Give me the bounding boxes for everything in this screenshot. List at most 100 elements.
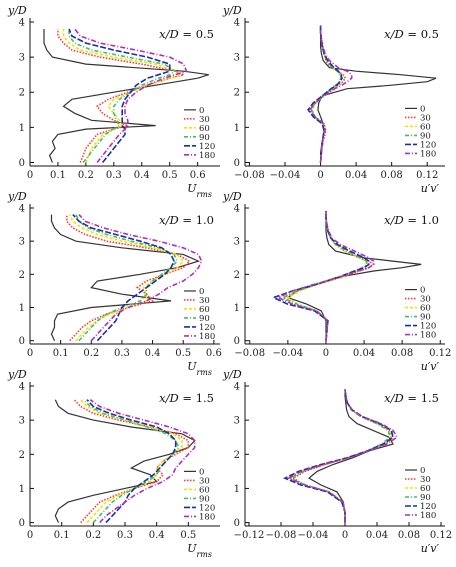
- series-line-0: [43, 29, 209, 163]
- x-tick-label: 0.04: [345, 170, 367, 181]
- chart-urms_05: 0 0.1 0.2 0.3 0.4 0.5 0.6 0 1 2 3 4y/D Urms x/D = 0.5…: [7, 4, 220, 199]
- legend-label: 120: [199, 142, 215, 152]
- series-line-120: [283, 389, 394, 523]
- legend-label: 120: [199, 503, 215, 513]
- legend-label: 60: [420, 122, 431, 132]
- series-line-180: [78, 214, 203, 342]
- panel-annotation: x/D = 1.0: [159, 213, 214, 227]
- y-tick-label: 3: [19, 237, 25, 248]
- legend-label: 30: [199, 476, 210, 486]
- series-line-60: [62, 29, 183, 163]
- panel-annotation: x/D = 1.5: [159, 391, 214, 405]
- legend-label: 30: [199, 115, 210, 125]
- y-tick-label: 0: [234, 518, 240, 529]
- series-line-180: [276, 211, 375, 341]
- y-tick-label: 4: [234, 382, 240, 393]
- legend-label: 180: [199, 151, 215, 161]
- x-tick-label: 0.08: [391, 348, 413, 359]
- series-line-90: [83, 399, 180, 524]
- x-tick-label: 0.6: [206, 348, 222, 359]
- x-tick-label: 0.12: [429, 348, 451, 359]
- series-line-120: [68, 28, 171, 163]
- series-line-120: [271, 211, 370, 341]
- x-tick-label: 0: [317, 170, 323, 181]
- x-tick-label: −0.04: [298, 530, 329, 541]
- legend-label: 60: [420, 304, 431, 314]
- legend-label: 0: [420, 466, 425, 476]
- panel-annotation: x/D = 1.5: [384, 391, 439, 405]
- x-tick-label: 0.3: [114, 348, 130, 359]
- y-tick-label: 3: [19, 416, 25, 427]
- y-tick-label: 1: [19, 484, 25, 495]
- y-tick-label: 3: [234, 416, 240, 427]
- y-tick-label: 2: [19, 88, 25, 99]
- series-line-180: [287, 389, 399, 523]
- series-line-90: [75, 214, 179, 342]
- x-tick-label: 0.5: [162, 170, 178, 181]
- series-line-90: [281, 211, 368, 341]
- x-tick-label: 0.4: [145, 348, 161, 359]
- series-line-60: [80, 399, 183, 524]
- legend-label: 30: [420, 295, 431, 305]
- legend-label: 0: [199, 287, 204, 297]
- series-line-0: [317, 25, 437, 163]
- legend-label: 90: [199, 494, 210, 504]
- series-line-90: [68, 29, 177, 163]
- legend-label: 180: [420, 149, 436, 159]
- legend-label: 120: [420, 322, 436, 332]
- x-axis-label: u′v′: [421, 182, 440, 195]
- legend-label: 120: [199, 323, 215, 333]
- series-line-120: [72, 214, 175, 342]
- y-axis-label: y/D: [222, 368, 242, 381]
- x-tick-label: 0.5: [175, 348, 191, 359]
- y-tick-label: 4: [19, 18, 25, 29]
- x-tick-label: −0.12: [234, 530, 265, 541]
- y-tick-label: 1: [234, 303, 240, 314]
- chart-uv_15: −0.12 −0.08 −0.04 0 0.04 0.08 0.12 0 1 2 3 4y/D u′v′…: [222, 368, 452, 555]
- legend-label: 180: [199, 332, 215, 342]
- x-tick-label: 0: [27, 530, 33, 541]
- series-line-120: [307, 25, 343, 163]
- legend-label: 60: [420, 484, 431, 494]
- legend-label: 30: [199, 296, 210, 306]
- x-tick-label: 0: [342, 530, 348, 541]
- legend-label: 0: [199, 467, 204, 477]
- y-tick-label: 1: [234, 484, 240, 495]
- series-line-60: [287, 389, 393, 523]
- x-tick-label: 0.5: [180, 530, 196, 541]
- x-axis-label: u′v′: [421, 360, 440, 373]
- x-tick-label: −0.08: [234, 170, 265, 181]
- legend-label: 180: [420, 331, 436, 341]
- x-tick-label: 0.08: [398, 530, 420, 541]
- x-tick-label: 0.08: [381, 170, 403, 181]
- series-line-0: [54, 399, 196, 523]
- x-tick-label: 0.4: [134, 170, 150, 181]
- legend-label: 180: [420, 511, 436, 521]
- y-tick-label: 2: [19, 270, 25, 281]
- x-axis-label: Urms: [187, 182, 212, 199]
- x-tick-label: −0.08: [234, 348, 265, 359]
- y-tick-label: 1: [234, 123, 240, 134]
- y-tick-label: 0: [19, 158, 25, 169]
- legend-label: 90: [199, 314, 210, 324]
- y-tick-label: 2: [234, 450, 240, 461]
- series-line-90: [288, 389, 391, 523]
- x-tick-label: 0.2: [78, 170, 94, 181]
- series-line-180: [308, 25, 353, 163]
- legend-label: 60: [199, 305, 210, 315]
- legend-label: 0: [199, 106, 204, 116]
- legend-label: 60: [199, 124, 210, 134]
- series-line-180: [74, 28, 188, 163]
- x-tick-label: 0.2: [85, 530, 101, 541]
- x-tick-label: 0: [323, 348, 329, 359]
- panel-annotation: x/D = 0.5: [384, 27, 439, 41]
- series-line-180: [89, 399, 196, 524]
- x-tick-label: 0: [27, 170, 33, 181]
- x-tick-label: −0.04: [270, 170, 301, 181]
